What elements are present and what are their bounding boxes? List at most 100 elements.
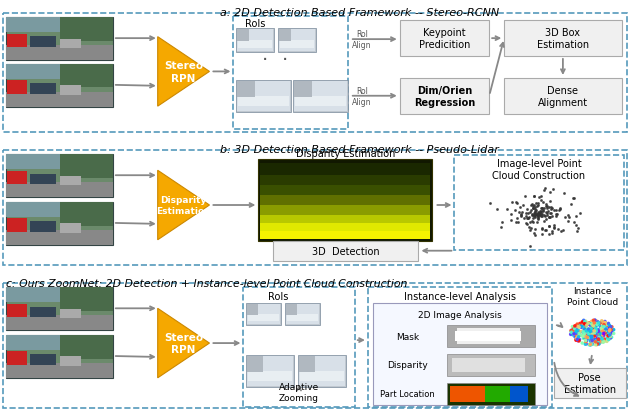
Bar: [260, 216, 430, 223]
Point: [507, 199, 517, 206]
Point: [502, 206, 512, 213]
Point: [605, 328, 615, 334]
Point: [529, 205, 539, 211]
Point: [588, 322, 598, 329]
Point: [522, 215, 532, 222]
Point: [534, 211, 544, 217]
Point: [522, 221, 532, 228]
Point: [580, 326, 590, 333]
Point: [587, 338, 597, 345]
Point: [579, 335, 589, 341]
Point: [537, 225, 547, 232]
Point: [576, 323, 587, 329]
Bar: [298, 355, 346, 387]
Point: [551, 213, 561, 219]
Point: [564, 214, 574, 221]
Point: [534, 211, 544, 218]
Bar: [279, 30, 315, 52]
Point: [544, 214, 554, 221]
Point: [595, 330, 605, 337]
Bar: [238, 82, 290, 112]
Point: [601, 321, 611, 328]
Point: [531, 207, 541, 214]
Point: [593, 339, 603, 346]
Bar: [6, 202, 113, 218]
Point: [534, 211, 544, 218]
Point: [537, 213, 547, 220]
Point: [603, 329, 613, 336]
Point: [518, 202, 528, 209]
Point: [585, 332, 595, 338]
Point: [546, 189, 556, 195]
Point: [578, 330, 588, 336]
Point: [602, 338, 612, 345]
Point: [595, 326, 605, 333]
Point: [595, 324, 605, 330]
Point: [588, 329, 598, 335]
Text: 2D Image Analysis: 2D Image Analysis: [418, 310, 501, 319]
Bar: [30, 38, 57, 48]
Bar: [3, 14, 627, 132]
Point: [590, 338, 600, 344]
Point: [575, 338, 585, 344]
Point: [591, 338, 601, 344]
Point: [574, 324, 584, 330]
Point: [575, 210, 585, 216]
Bar: [8, 34, 26, 48]
Bar: [248, 315, 279, 321]
Text: Dim/Orien
Regression: Dim/Orien Regression: [414, 85, 475, 108]
Point: [591, 327, 601, 334]
Point: [572, 333, 582, 339]
Point: [537, 205, 547, 212]
Point: [584, 335, 594, 342]
Point: [587, 330, 597, 336]
Point: [530, 204, 541, 211]
Point: [544, 214, 554, 221]
Bar: [60, 155, 113, 178]
Point: [605, 332, 616, 338]
Point: [528, 219, 538, 225]
Point: [593, 330, 604, 336]
Point: [609, 327, 619, 333]
Polygon shape: [158, 171, 209, 240]
Point: [583, 332, 593, 338]
Point: [580, 334, 590, 341]
Bar: [6, 183, 113, 197]
Point: [512, 219, 522, 225]
Point: [606, 327, 616, 333]
Point: [592, 337, 602, 344]
Point: [540, 185, 550, 191]
Bar: [238, 30, 249, 42]
Bar: [260, 231, 430, 239]
Point: [594, 332, 604, 339]
Text: Keypoint
Predicition: Keypoint Predicition: [419, 28, 470, 50]
Point: [525, 219, 535, 226]
Point: [571, 336, 581, 342]
Point: [579, 324, 589, 330]
Point: [593, 320, 604, 327]
Point: [592, 335, 602, 341]
Point: [532, 211, 542, 218]
Point: [587, 325, 597, 332]
Point: [581, 334, 591, 340]
Bar: [8, 219, 26, 233]
Bar: [248, 356, 263, 372]
Point: [579, 330, 589, 337]
Point: [600, 318, 610, 325]
Point: [529, 194, 539, 200]
Bar: [8, 81, 26, 95]
Bar: [457, 328, 520, 344]
Point: [530, 212, 541, 218]
Bar: [8, 304, 26, 318]
Point: [534, 211, 544, 218]
Bar: [6, 65, 113, 80]
Text: ·: ·: [262, 51, 268, 70]
Point: [597, 336, 607, 342]
Point: [594, 334, 604, 341]
Point: [587, 334, 597, 341]
Point: [548, 186, 558, 192]
Point: [593, 336, 604, 343]
Point: [580, 341, 590, 348]
Point: [541, 203, 551, 209]
Bar: [60, 202, 113, 226]
